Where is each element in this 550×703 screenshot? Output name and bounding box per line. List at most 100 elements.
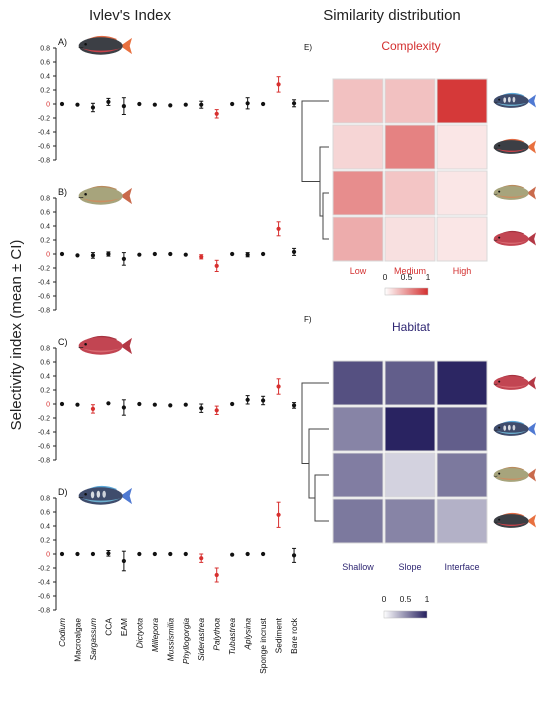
mean-point	[75, 253, 80, 258]
y-tick-label: -0.4	[38, 580, 50, 587]
category-label: Mussismilia	[165, 618, 175, 662]
mean-point	[183, 402, 188, 407]
mean-point	[121, 256, 126, 261]
row-fish-icon	[493, 138, 536, 154]
mean-point	[121, 104, 126, 109]
column-label: Interface	[444, 562, 479, 572]
colorbar-label: 1	[426, 272, 431, 282]
y-axis-label: Selectivity index (mean ± CI)	[8, 240, 25, 431]
fish-icon-4	[78, 485, 132, 505]
y-tick-label: 0.6	[40, 510, 50, 517]
colorbar-label: 1	[425, 594, 430, 604]
y-tick-label: 0	[46, 102, 50, 109]
heatmap-cell	[436, 452, 488, 498]
y-tick-label: 0.8	[40, 496, 50, 503]
y-tick-label: 0	[46, 252, 50, 259]
y-tick-label: -0.4	[38, 130, 50, 137]
mean-point	[276, 384, 281, 389]
category-label: Tubastrea	[227, 618, 237, 655]
mean-point	[168, 251, 173, 257]
mean-point	[121, 405, 126, 410]
mean-point	[183, 252, 188, 257]
column-label: Low	[350, 266, 367, 276]
column-label: Slope	[398, 562, 421, 572]
mean-point	[183, 102, 188, 107]
y-tick-label: -0.8	[38, 158, 50, 165]
mean-point	[106, 99, 111, 104]
heatmap-cell	[332, 78, 384, 124]
row-fish-icon	[493, 466, 536, 482]
heatmap-cell	[384, 452, 436, 498]
panel-label: F)	[304, 315, 312, 324]
mean-point	[230, 101, 235, 107]
mean-point	[168, 551, 173, 557]
left-title: Ivlev's Index	[89, 7, 172, 24]
mean-point	[214, 111, 219, 116]
y-tick-label: 0.2	[40, 538, 50, 545]
y-tick-label: 0.6	[40, 60, 50, 67]
y-tick-label: 0.6	[40, 210, 50, 217]
heatmap-cell	[332, 216, 384, 262]
category-label: Macroalgae	[72, 618, 82, 662]
heatmap-title: Complexity	[381, 39, 440, 53]
y-tick-label: -0.6	[38, 294, 50, 301]
mean-point	[75, 551, 80, 557]
mean-point	[59, 251, 65, 257]
heatmap-cell	[332, 170, 384, 216]
y-tick-label: 0	[46, 402, 50, 409]
heatmap-cell	[384, 406, 436, 452]
mean-point	[291, 249, 297, 254]
mean-point	[152, 102, 157, 107]
y-tick-label: -0.6	[38, 144, 50, 151]
mean-point	[245, 397, 250, 402]
panel-label: B)	[58, 187, 67, 197]
heatmap-cell	[436, 124, 488, 170]
mean-point	[152, 402, 157, 407]
category-label: EAM	[119, 618, 129, 636]
mean-point	[230, 552, 235, 557]
mean-point	[90, 105, 96, 110]
mean-point	[291, 101, 297, 106]
y-tick-label: 0.8	[40, 196, 50, 203]
mean-point	[137, 401, 142, 407]
y-tick-label: 0.4	[40, 74, 50, 81]
mean-point	[261, 398, 266, 403]
row-fish-icon	[493, 512, 536, 528]
heatmap-cell	[436, 216, 488, 262]
y-tick-label: -0.2	[38, 416, 50, 423]
mean-point	[245, 101, 250, 106]
colorbar-label: 0.5	[401, 272, 413, 282]
selectivity-panel-4: 0.8 0.6 0.4 0.2 0 -0.2 -0.4 -0.6 -0.8 D)	[38, 485, 297, 615]
mean-point	[75, 402, 80, 407]
category-label: Dictyota	[134, 618, 144, 649]
panel-label: D)	[58, 487, 68, 497]
mean-point	[214, 408, 219, 413]
mean-point	[75, 102, 80, 107]
heatmap-cell	[332, 498, 384, 544]
mean-point	[214, 263, 219, 268]
colorbar	[384, 287, 429, 296]
y-tick-label: -0.2	[38, 116, 50, 123]
row-fish-icon	[493, 184, 536, 200]
category-label: Millepora	[150, 618, 160, 652]
mean-point	[245, 551, 250, 557]
y-tick-label: -0.2	[38, 266, 50, 273]
dendrogram	[301, 100, 329, 240]
heatmap-cell	[436, 498, 488, 544]
mean-point	[199, 556, 204, 561]
y-tick-label: 0	[46, 552, 50, 559]
y-tick-label: 0.4	[40, 524, 50, 531]
mean-point	[261, 251, 266, 257]
y-tick-label: 0.2	[40, 388, 50, 395]
mean-point	[199, 254, 204, 259]
heatmap-cell	[436, 360, 488, 406]
y-tick-label: -0.6	[38, 444, 50, 451]
heatmap-cell	[332, 360, 384, 406]
colorbar-label: 0.5	[400, 594, 412, 604]
panel-label: E)	[304, 43, 312, 52]
mean-point	[168, 103, 173, 108]
heatmap-cell	[384, 498, 436, 544]
similarity-heatmaps: E) Complexity Low Medium High 0 0.5 1 F) Habitat S…	[301, 39, 536, 619]
